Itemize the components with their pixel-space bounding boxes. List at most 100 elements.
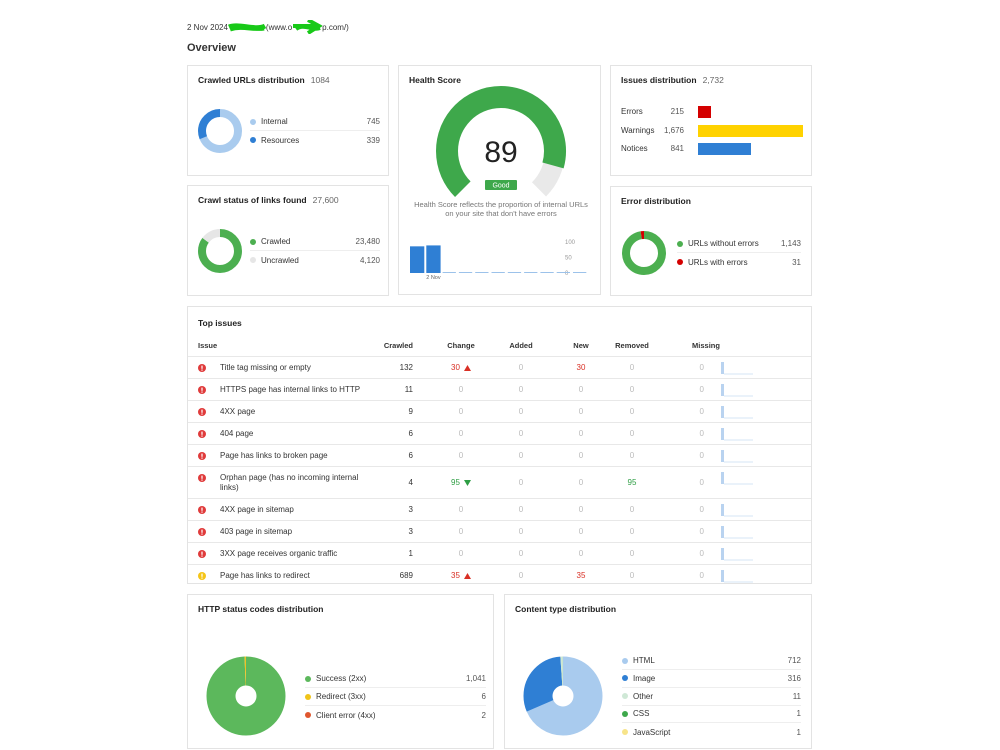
cell-value: 95	[627, 478, 637, 487]
icon-bang	[201, 387, 203, 391]
legend-value: 23,480	[355, 237, 380, 246]
cell-value: 0	[518, 429, 524, 438]
issue-type-bar	[698, 143, 751, 155]
arrow	[463, 479, 471, 486]
cell-value: 0	[699, 363, 704, 372]
report-date: 2 Nov 2024	[187, 22, 228, 32]
issue-name: 403 page in sitemap	[220, 527, 293, 536]
icon-dot	[201, 511, 203, 513]
cell-value: 0	[578, 429, 584, 438]
icon-bang	[201, 431, 203, 435]
issue-name: Orphan page (has no incoming internal li…	[220, 473, 359, 492]
cell-crawled: 689	[400, 565, 413, 586]
cell-value: 30	[451, 363, 460, 372]
cell-value: 0	[578, 549, 584, 558]
cell-missing: 0	[700, 467, 704, 498]
cell-removed: 0	[602, 565, 662, 586]
spark-bar	[721, 450, 724, 462]
cell-new: 30	[551, 357, 611, 378]
legend-label: Uncrawled	[261, 255, 299, 265]
legend-label: Client error (4xx)	[316, 710, 376, 720]
icon-bang	[201, 573, 203, 577]
crawl-status-card: Crawl status of links found 27,600 Crawle…	[187, 185, 389, 296]
cell-value: 0	[629, 505, 635, 514]
health-graphics: 89 Good 0 50 100 2 Nov	[410, 85, 587, 281]
cell-crawled: 4	[409, 467, 413, 498]
gauge-value	[436, 85, 567, 216]
cell-added: 0	[491, 445, 551, 466]
severity-icon	[198, 506, 206, 514]
change-arrow	[463, 572, 471, 579]
issue-name: Title tag missing or empty	[220, 363, 311, 372]
legend-dot	[677, 259, 683, 265]
cell-value: 0	[629, 571, 635, 580]
cell-value: 0	[518, 363, 524, 372]
cell-value: 0	[629, 385, 635, 394]
legend-value: 4,120	[359, 255, 380, 265]
issue-type-value: 215	[670, 107, 684, 116]
card-total: 1084	[310, 75, 330, 85]
legend-label: Crawled	[261, 237, 291, 246]
legend-value: 11	[792, 691, 801, 701]
health-score-card: Health Score Health Score reflects the p…	[398, 65, 601, 295]
cell-added: 0	[491, 499, 551, 520]
severity-icon	[198, 452, 206, 460]
cell-value: 0	[699, 549, 704, 558]
donut-segment	[198, 229, 242, 273]
card-title: Issues distribution 2,732	[621, 75, 724, 85]
donut-chart	[198, 109, 242, 153]
cell-change: 0	[431, 423, 491, 444]
history-bar	[410, 246, 425, 273]
issue-name: HTTPS page has internal links to HTTP	[220, 385, 361, 394]
severity-icon	[198, 474, 206, 482]
legend-row: JavaScript 1	[622, 723, 801, 741]
cell-removed: 0	[602, 379, 662, 400]
cell-missing: 0	[700, 499, 704, 520]
crawled-urls-card: Crawled URLs distribution 1084 Internal 74…	[187, 65, 389, 176]
issue-type-bar	[698, 125, 803, 137]
legend-dot	[677, 240, 683, 247]
spark-bar	[721, 428, 724, 440]
cell-removed: 0	[602, 499, 662, 520]
column-header: Crawled	[383, 341, 413, 350]
cell-value: 0	[518, 407, 524, 416]
issue-name: 4XX page	[220, 407, 256, 416]
cell-removed: 0	[602, 357, 662, 378]
icon-dot	[201, 577, 203, 579]
legend-dot	[622, 657, 628, 664]
cell-crawled: 11	[405, 379, 413, 400]
cell-new: 35	[551, 565, 611, 586]
cell-value: 0	[699, 451, 704, 460]
cell-value: 0	[578, 385, 584, 394]
cell-missing: 0	[700, 543, 704, 564]
issue-row: 3XX page receives organic traffic 1 0 0 0 0 0	[188, 542, 811, 564]
cell-missing: 0	[700, 521, 704, 542]
cell-value: 4	[408, 478, 413, 487]
issues-distribution-card: Issues distribution 2,732 Errors 215 Warnin…	[610, 65, 812, 176]
severity-icon	[198, 550, 206, 558]
site-url-start: (www.o	[265, 22, 293, 32]
sparkline	[721, 406, 753, 419]
cell-crawled: 6	[409, 445, 413, 466]
cell-removed: 0	[602, 401, 662, 422]
card-title-text: Crawl status of links found	[198, 195, 307, 205]
y-tick-label: 100	[565, 240, 576, 246]
spark-bar	[721, 406, 724, 418]
cell-added: 0	[491, 543, 551, 564]
card-title-text: Crawled URLs distribution	[198, 75, 305, 85]
icon-dot	[201, 369, 203, 371]
sparkline	[721, 362, 753, 375]
cell-value: 0	[629, 451, 635, 460]
issue-type-label: Warnings	[621, 126, 655, 135]
legend-dot	[622, 710, 628, 717]
icon-dot	[201, 555, 203, 557]
legend-row: URLs with errors 31	[677, 253, 801, 271]
legend-label: CSS	[633, 709, 650, 719]
cell-value: 30	[576, 363, 586, 372]
legend-label: Success (2xx)	[316, 674, 367, 683]
cell-value: 0	[629, 429, 635, 438]
legend-row: Other 11	[622, 688, 801, 706]
legend-dot	[305, 693, 311, 700]
cell-crawled: 3	[409, 521, 413, 542]
cell-value: 0	[518, 571, 524, 580]
